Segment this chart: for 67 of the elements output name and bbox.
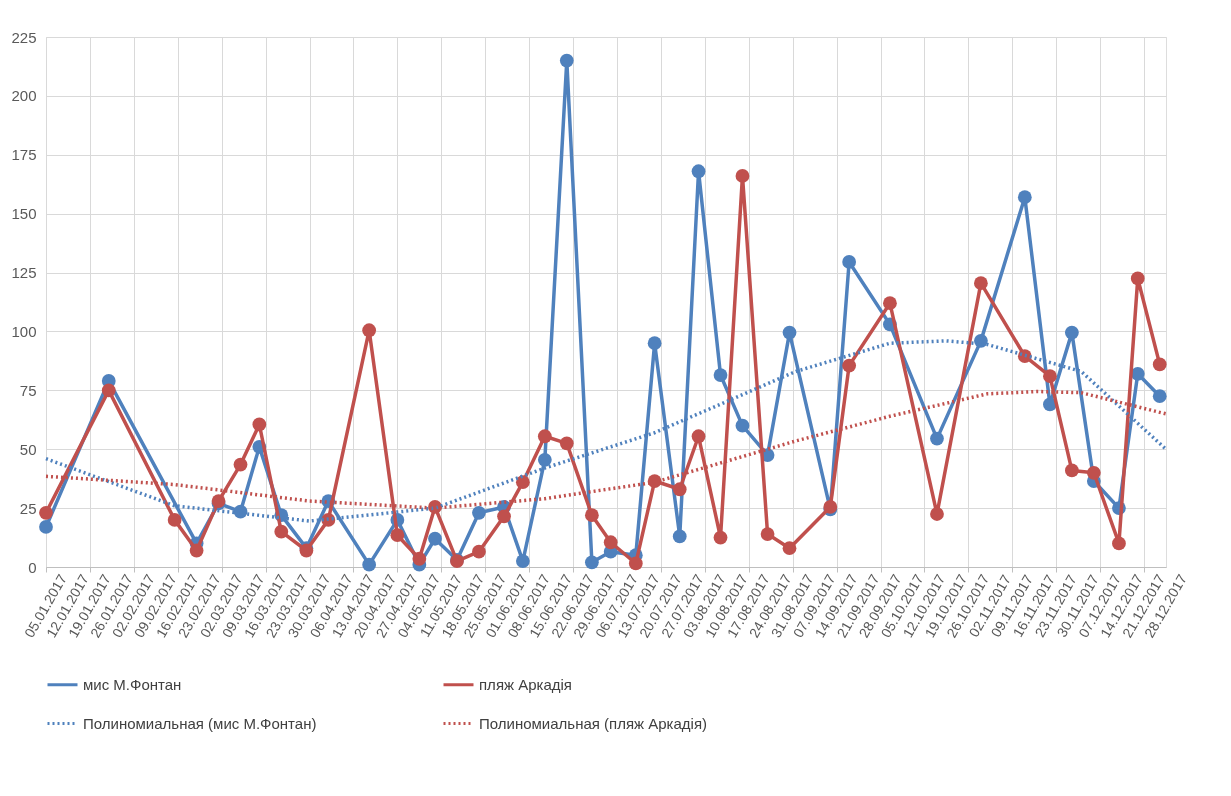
point xyxy=(735,169,750,183)
point xyxy=(691,164,706,179)
point xyxy=(537,452,552,467)
point xyxy=(428,531,442,546)
point xyxy=(515,554,530,568)
point xyxy=(930,507,944,521)
y-tick-label: 150 xyxy=(11,205,37,223)
point xyxy=(672,529,687,544)
point xyxy=(390,528,405,543)
point xyxy=(1152,357,1167,372)
point xyxy=(713,530,728,545)
point xyxy=(472,505,486,520)
point xyxy=(672,482,687,497)
point xyxy=(559,53,574,68)
point xyxy=(713,368,728,382)
point xyxy=(189,543,204,558)
point xyxy=(842,255,857,269)
y-tick-label: 125 xyxy=(11,264,37,282)
y-tick-label: 200 xyxy=(11,87,37,105)
point xyxy=(39,505,53,520)
y-tick-label: 175 xyxy=(11,146,37,164)
point xyxy=(782,541,797,556)
point xyxy=(101,383,116,398)
point xyxy=(537,429,552,444)
y-tick-label: 25 xyxy=(19,499,37,517)
point xyxy=(760,527,775,541)
y-tick-label: 0 xyxy=(28,558,37,576)
y-tick-label: 75 xyxy=(19,381,37,399)
legend-label: Полиномиальная (пляж Аркадія) xyxy=(479,714,708,732)
point xyxy=(584,555,599,570)
point xyxy=(603,535,618,550)
point xyxy=(584,508,599,523)
legend-label: Полиномиальная (мис М.Фонтан) xyxy=(83,714,317,732)
point xyxy=(472,544,486,559)
point xyxy=(883,296,897,311)
point xyxy=(233,457,248,472)
point xyxy=(691,429,706,444)
point xyxy=(974,276,988,291)
point xyxy=(735,418,750,433)
legend-label: мис М.Фонтан xyxy=(83,675,182,693)
point xyxy=(1017,190,1032,205)
legend-label: пляж Аркадія xyxy=(479,675,572,693)
point xyxy=(1064,463,1079,478)
point xyxy=(1043,369,1057,384)
point xyxy=(1152,389,1167,404)
point xyxy=(647,336,662,351)
point xyxy=(1112,536,1126,551)
point xyxy=(274,524,289,539)
point xyxy=(515,475,530,490)
point xyxy=(842,358,857,373)
point xyxy=(362,323,377,338)
point xyxy=(930,431,944,446)
point xyxy=(362,557,377,572)
point xyxy=(628,556,643,571)
y-tick-label: 50 xyxy=(19,440,37,458)
y-tick-label: 100 xyxy=(11,322,37,340)
point xyxy=(497,509,511,524)
point xyxy=(167,513,182,527)
point xyxy=(1130,271,1145,286)
point xyxy=(412,551,427,566)
point xyxy=(1064,325,1079,340)
point xyxy=(252,417,267,432)
y-tick-label: 225 xyxy=(11,28,37,46)
point xyxy=(782,325,797,340)
point xyxy=(559,436,574,451)
point xyxy=(39,520,53,534)
point xyxy=(1086,465,1101,480)
